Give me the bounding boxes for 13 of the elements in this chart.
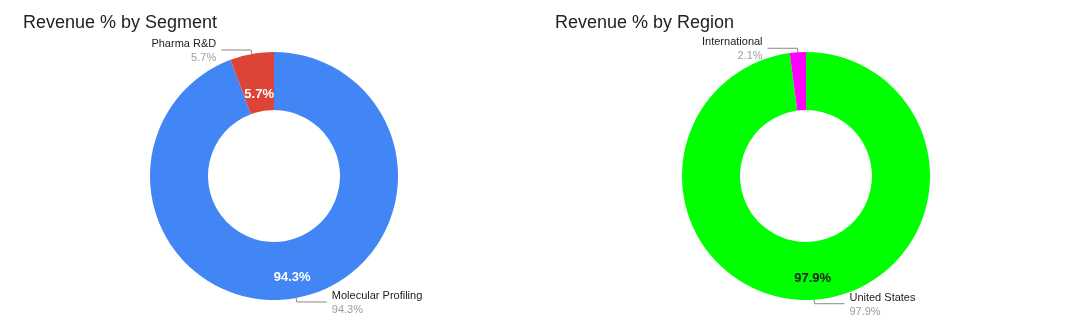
text: 97.9% bbox=[794, 270, 832, 286]
data-label: 97.9% bbox=[849, 304, 881, 317]
data-label: 5.7% bbox=[191, 51, 217, 64]
data-label: 94.3% bbox=[331, 302, 364, 315]
chart-title: Revenue % by Region bbox=[555, 12, 735, 32]
text: 5.7% bbox=[244, 86, 274, 102]
text: 94.3% bbox=[273, 268, 311, 284]
slice-label: United States bbox=[849, 290, 916, 303]
slice-label: International bbox=[702, 35, 763, 48]
slice-label: Molecular Profiling bbox=[331, 288, 423, 301]
data-label: 2.1% bbox=[737, 49, 763, 62]
chart-title: Revenue % by Segment bbox=[23, 12, 218, 32]
slice-label: Pharma R&D bbox=[151, 37, 217, 50]
